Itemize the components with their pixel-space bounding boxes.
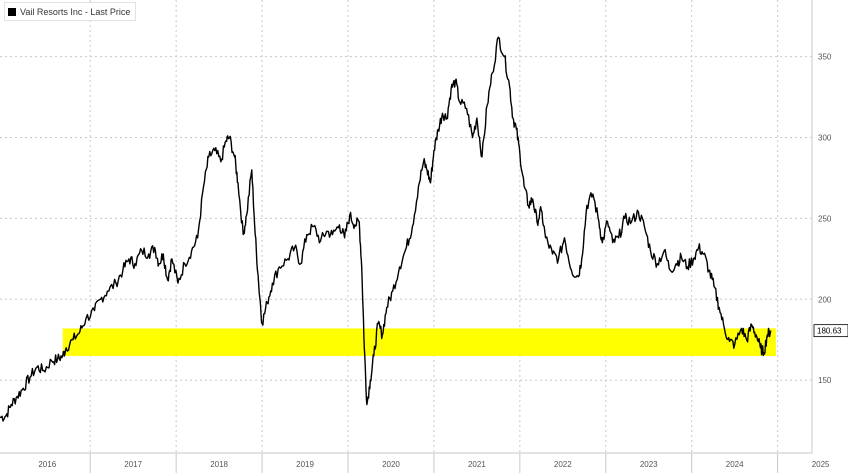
y-tick-label: 150 xyxy=(818,376,832,385)
x-tick-label: 2021 xyxy=(468,460,486,469)
x-tick-label: 2025 xyxy=(812,460,830,469)
last-price-box xyxy=(813,324,848,338)
x-tick-label: 2023 xyxy=(640,460,658,469)
legend-swatch xyxy=(8,7,16,16)
grid-lines xyxy=(0,0,812,453)
y-tick-label: 250 xyxy=(818,214,832,223)
y-tick-label: 300 xyxy=(818,134,832,143)
x-tick-label: 2016 xyxy=(38,460,56,469)
x-tick-label: 2020 xyxy=(382,460,400,469)
chart-legend: Vail Resorts Inc - Last Price xyxy=(4,2,137,21)
highlight-band xyxy=(62,328,776,356)
y-tick-label: 200 xyxy=(818,295,832,304)
y-tick-label: 350 xyxy=(818,53,832,62)
series-line-layer xyxy=(0,36,772,422)
x-tick-label: 2022 xyxy=(554,460,572,469)
x-tick-label: 2019 xyxy=(296,460,314,469)
x-tick-label: 2024 xyxy=(726,460,744,469)
series-line xyxy=(0,36,772,422)
x-tick-label: 2018 xyxy=(210,460,228,469)
x-tick-label: 2017 xyxy=(124,460,142,469)
legend-label: Vail Resorts Inc - Last Price xyxy=(20,6,131,17)
last-price-label: 180.63 xyxy=(817,327,842,336)
highlight-band-layer xyxy=(62,328,776,356)
